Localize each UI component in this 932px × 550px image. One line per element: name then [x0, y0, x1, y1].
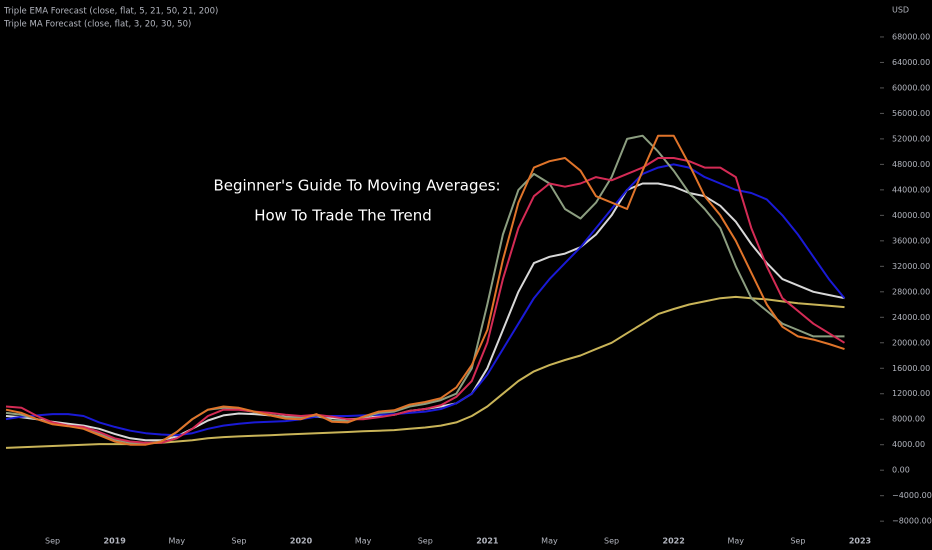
x-tick-label: May — [169, 537, 186, 546]
y-tick-label: 60000.00 — [892, 83, 930, 92]
y-tick-label: 28000.00 — [892, 287, 930, 296]
x-tick-label: 2020 — [290, 537, 313, 546]
x-tick-label: May — [355, 537, 372, 546]
annotation: Beginner's Guide To Moving Averages: — [213, 177, 500, 195]
x-tick-label: May — [541, 537, 558, 546]
y-tick-label: 68000.00 — [892, 32, 930, 41]
x-tick-label: Sep — [790, 537, 805, 546]
x-tick-label: May — [728, 537, 745, 546]
series-line — [5, 157, 846, 444]
y-tick-label: 20000.00 — [892, 338, 930, 347]
y-tick-label: 12000.00 — [892, 389, 930, 398]
annotation: How To Trade The Trend — [254, 207, 432, 225]
y-tick-label: 44000.00 — [892, 185, 930, 194]
x-tick-label: 2022 — [663, 537, 685, 546]
y-tick-label: 64000.00 — [892, 58, 930, 67]
y-tick-label: 4000.00 — [892, 440, 925, 449]
x-tick-label: 2019 — [104, 537, 127, 546]
x-tick-label: Sep — [231, 537, 246, 546]
x-tick-label: 2023 — [849, 537, 871, 546]
y-tick-label: 32000.00 — [892, 262, 930, 271]
y-tick-label: 24000.00 — [892, 313, 930, 322]
y-tick-label: 52000.00 — [892, 134, 930, 143]
indicator-label: Triple MA Forecast (close, flat, 3, 20, … — [3, 20, 191, 30]
y-tick-label: 16000.00 — [892, 364, 930, 373]
series-line — [5, 295, 845, 449]
axis-unit: USD — [892, 6, 909, 15]
y-tick-label: 8000.00 — [892, 415, 925, 424]
y-tick-label: 48000.00 — [892, 160, 930, 169]
indicator-label: Triple EMA Forecast (close, flat, 5, 21,… — [3, 7, 218, 17]
x-tick-label: 2021 — [476, 537, 499, 546]
series-line — [5, 134, 845, 446]
y-tick-label: 56000.00 — [892, 109, 930, 118]
series-line — [5, 163, 846, 437]
y-tick-label: −8000.00 — [892, 517, 932, 526]
x-tick-label: Sep — [418, 537, 433, 546]
x-tick-label: Sep — [604, 537, 619, 546]
x-tick-label: Sep — [45, 537, 60, 546]
y-tick-label: 36000.00 — [892, 236, 930, 245]
y-tick-label: 0.00 — [892, 466, 910, 475]
y-tick-label: 40000.00 — [892, 211, 930, 220]
y-tick-label: −4000.00 — [892, 491, 932, 500]
